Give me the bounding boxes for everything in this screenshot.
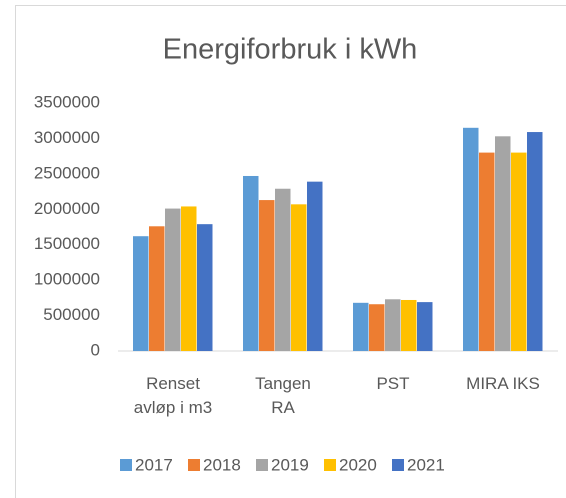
bar <box>385 299 401 351</box>
legend-label: 2021 <box>407 455 445 474</box>
bar <box>243 175 259 351</box>
legend-swatch <box>188 459 200 471</box>
bar <box>149 226 165 351</box>
y-tick-label: 3000000 <box>34 128 100 147</box>
y-tick-label: 1500000 <box>34 234 100 253</box>
legend-swatch <box>120 459 132 471</box>
y-tick-label: 2500000 <box>34 163 100 182</box>
bar <box>181 206 197 351</box>
x-tick-label: Renset avløp i m3 <box>133 374 213 417</box>
legend-swatch <box>324 459 336 471</box>
x-tick-label: MIRA IKS <box>466 374 540 393</box>
legend-label: 2018 <box>203 455 241 474</box>
bar <box>463 127 479 351</box>
bar <box>527 132 543 351</box>
y-tick-label: 1000000 <box>34 270 100 289</box>
y-tick-label: 2000000 <box>34 199 100 218</box>
legend-swatch <box>392 459 404 471</box>
bar <box>353 302 369 351</box>
bar <box>511 152 527 351</box>
bar <box>401 299 417 351</box>
y-tick-label: 3500000 <box>34 92 100 111</box>
y-tick-label: 500000 <box>43 305 100 324</box>
legend-label: 2020 <box>339 455 377 474</box>
bar <box>369 304 385 351</box>
bar <box>495 136 511 351</box>
bar <box>417 302 433 351</box>
bar <box>259 200 275 351</box>
bar <box>133 236 149 351</box>
chart-title: Energiforbruk i kWh <box>163 34 418 66</box>
x-tick-label: PST <box>376 374 410 393</box>
bar <box>165 208 181 351</box>
bar <box>197 224 213 351</box>
legend-label: 2019 <box>271 455 309 474</box>
bar <box>275 188 291 351</box>
y-tick-label: 0 <box>91 340 100 359</box>
x-tick-label: Tangen RA <box>255 374 311 417</box>
bar <box>307 181 323 351</box>
legend-label: 2017 <box>135 455 173 474</box>
bar <box>479 152 495 351</box>
bar <box>291 204 307 351</box>
chart-border <box>15 5 566 498</box>
legend-swatch <box>256 459 268 471</box>
